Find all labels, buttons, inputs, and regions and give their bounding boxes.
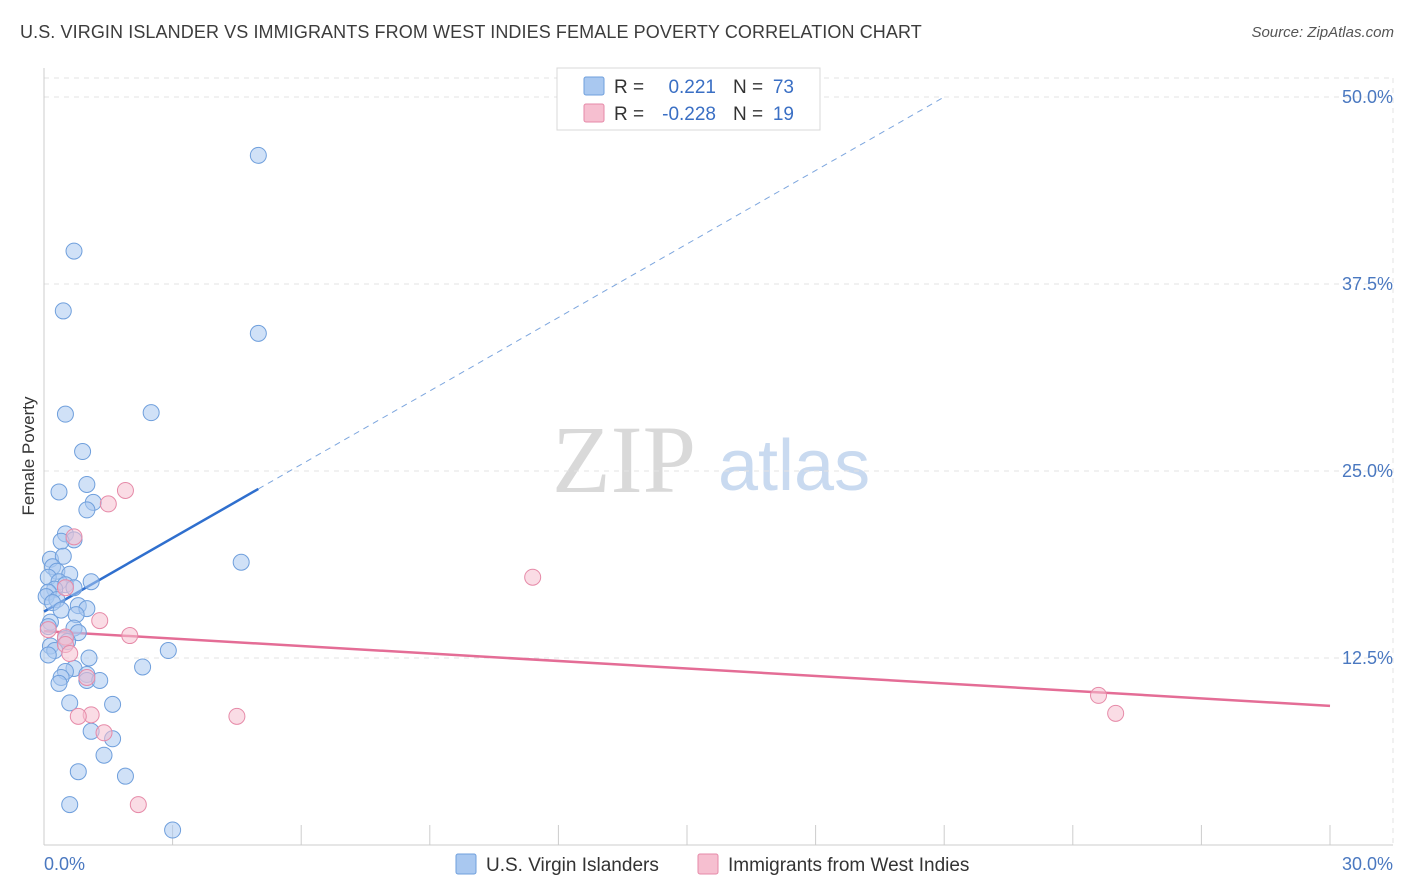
data-points <box>37 146 1125 839</box>
legend-swatch-west-indies <box>583 103 605 123</box>
point-west-indies <box>1107 704 1125 722</box>
point-west-indies <box>69 707 87 725</box>
bottom-legend-swatch-virgin-islanders <box>455 853 477 875</box>
tick-labels: 12.5% 25.0% 37.5% 50.0% 0.0% 30.0% <box>44 87 1393 874</box>
bottom-legend-label-west-indies: Immigrants from West Indies <box>728 855 969 876</box>
point-west-indies <box>99 495 117 513</box>
chart-title: U.S. VIRGIN ISLANDER VS IMMIGRANTS FROM … <box>20 22 922 42</box>
point-virgin-islanders <box>65 242 83 260</box>
point-west-indies <box>1090 686 1108 704</box>
point-virgin-islanders <box>39 646 57 664</box>
watermark: ZIP atlas <box>552 406 870 513</box>
point-virgin-islanders <box>249 324 267 342</box>
trend-line-west-indies <box>43 629 1331 708</box>
legend-top: R = 0.221 N = 73 R = -0.228 N = 19 <box>556 67 821 131</box>
point-west-indies <box>116 481 134 499</box>
point-virgin-islanders <box>54 547 72 565</box>
point-west-indies <box>39 621 57 639</box>
x-tick-label-last: 30.0% <box>1342 854 1393 874</box>
point-west-indies <box>129 796 147 814</box>
point-virgin-islanders <box>50 674 68 692</box>
y-tick-label: 12.5% <box>1342 648 1393 668</box>
point-virgin-islanders <box>74 443 92 461</box>
point-virgin-islanders <box>142 404 160 422</box>
point-virgin-islanders <box>134 658 152 676</box>
point-virgin-islanders <box>61 694 79 712</box>
source-label: Source: ZipAtlas.com <box>1251 24 1394 41</box>
legend-n-label-0: N = <box>733 77 763 98</box>
watermark-zip: ZIP <box>552 406 696 513</box>
point-west-indies <box>61 645 79 663</box>
bottom-legend-label-virgin-islanders: U.S. Virgin Islanders <box>486 855 659 876</box>
y-tick-label: 37.5% <box>1342 274 1393 294</box>
point-virgin-islanders <box>69 763 87 781</box>
point-virgin-islanders <box>80 649 98 667</box>
point-west-indies <box>95 724 113 742</box>
point-virgin-islanders <box>56 405 74 423</box>
y-tick-label: 50.0% <box>1342 87 1393 107</box>
point-virgin-islanders <box>78 501 96 519</box>
bottom-legend-swatch-west-indies <box>697 853 719 875</box>
point-virgin-islanders <box>95 746 113 764</box>
point-virgin-islanders <box>104 695 122 713</box>
point-virgin-islanders <box>50 483 68 501</box>
y-tick-label: 25.0% <box>1342 461 1393 481</box>
point-virgin-islanders <box>78 475 96 493</box>
y-axis-label: Female Poverty <box>19 396 38 516</box>
point-west-indies <box>91 612 109 630</box>
point-west-indies <box>65 528 83 546</box>
point-west-indies <box>524 568 542 586</box>
point-virgin-islanders <box>82 573 100 591</box>
watermark-atlas: atlas <box>718 426 870 506</box>
legend-swatch-virgin-islanders <box>583 76 605 96</box>
point-virgin-islanders <box>232 553 250 571</box>
point-virgin-islanders <box>61 796 79 814</box>
point-west-indies <box>228 707 246 725</box>
point-west-indies <box>78 668 96 686</box>
point-virgin-islanders <box>54 302 72 320</box>
legend-n-value-1: 19 <box>773 104 794 125</box>
point-virgin-islanders <box>164 821 182 839</box>
point-virgin-islanders <box>116 767 134 785</box>
point-virgin-islanders <box>159 642 177 660</box>
legend-r-label-0: R = <box>614 77 644 98</box>
legend-bottom: U.S. Virgin Islanders Immigrants from We… <box>455 853 969 876</box>
trend-lines <box>43 96 1331 708</box>
legend-n-label-1: N = <box>733 104 763 125</box>
legend-n-value-0: 73 <box>773 77 794 98</box>
legend-r-value-0: 0.221 <box>668 77 716 98</box>
point-west-indies <box>121 627 139 645</box>
point-virgin-islanders <box>249 146 267 164</box>
legend-r-label-1: R = <box>614 104 644 125</box>
point-west-indies <box>56 579 74 597</box>
x-tick-label-first: 0.0% <box>44 854 85 874</box>
legend-r-value-1: -0.228 <box>662 104 716 125</box>
